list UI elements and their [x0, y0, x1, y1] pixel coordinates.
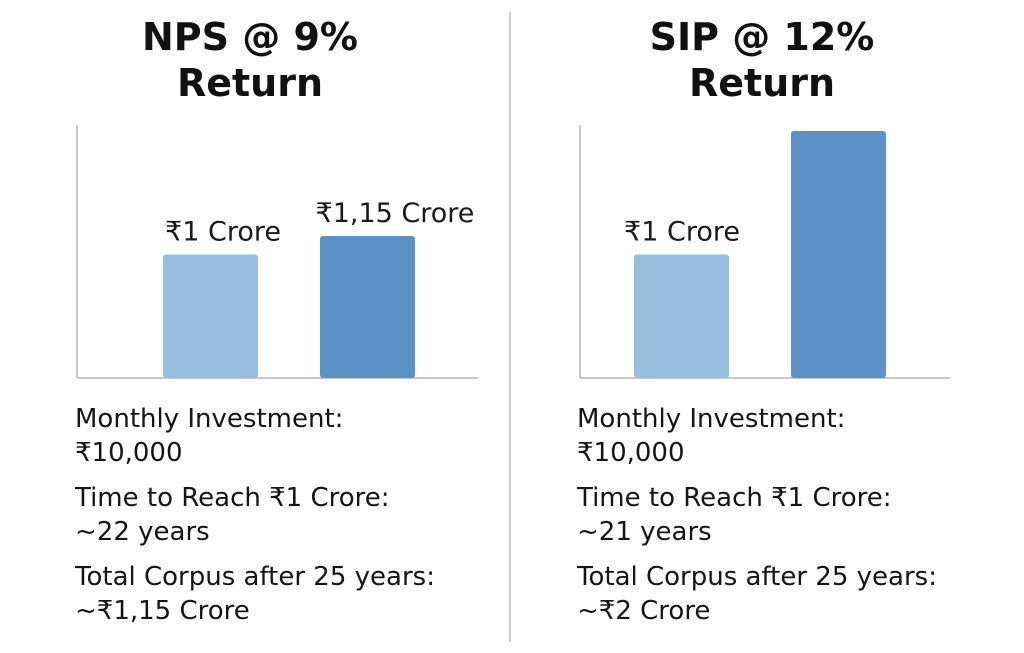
- stat-value: ₹10,000: [577, 438, 685, 468]
- sip-panel: SIP @ 12% Return ₹1 Crore Monthly Invest…: [512, 0, 1012, 653]
- bar: [320, 235, 415, 378]
- stat-label: Monthly Investment:: [577, 404, 846, 434]
- bar: [791, 131, 886, 378]
- stat-value: ~21 years: [577, 517, 712, 547]
- chart-title-line-1: SIP @ 12%: [649, 15, 875, 59]
- stat-value: ~₹1,15 Crore: [75, 596, 250, 626]
- sip-bar-chart: ₹1 Crore: [579, 125, 950, 379]
- nps-stats: Monthly Investment: ₹10,000 Time to Reac…: [75, 402, 505, 639]
- sip-stats: Monthly Investment: ₹10,000 Time to Reac…: [577, 402, 1007, 639]
- stat-time-to-crore: Time to Reach ₹1 Crore: ~21 years: [577, 481, 1007, 549]
- stat-label: Time to Reach ₹1 Crore:: [75, 483, 390, 513]
- bar: [634, 254, 729, 378]
- nps-panel: NPS @ 9% Return ₹1 Crore ₹1,15 Crore Mont…: [0, 0, 500, 653]
- stat-total-corpus: Total Corpus after 25 years: ~₹1,15 Cror…: [75, 560, 505, 628]
- stat-value: ~₹2 Crore: [577, 596, 711, 626]
- bar-data-label: ₹1 Crore: [624, 217, 740, 248]
- bar-data-label: ₹1 Crore: [165, 217, 281, 248]
- chart-title-line-1: NPS @ 9%: [142, 15, 358, 59]
- stat-value: ₹10,000: [75, 438, 183, 468]
- stat-label: Total Corpus after 25 years:: [577, 562, 937, 592]
- stat-monthly-investment: Monthly Investment: ₹10,000: [75, 402, 505, 470]
- chart-title-line-2: Return: [688, 61, 836, 105]
- chart-title: NPS @ 9% Return: [0, 14, 500, 106]
- stat-label: Time to Reach ₹1 Crore:: [577, 483, 892, 513]
- chart-title-line-2: Return: [176, 61, 324, 105]
- nps-bar-chart: ₹1 Crore ₹1,15 Crore: [76, 125, 478, 379]
- stat-monthly-investment: Monthly Investment: ₹10,000: [577, 402, 1007, 470]
- chart-title: SIP @ 12% Return: [512, 14, 1012, 106]
- panel-divider: [509, 12, 511, 642]
- stat-total-corpus: Total Corpus after 25 years: ~₹2 Crore: [577, 560, 1007, 628]
- bar-data-label: ₹1,15 Crore: [316, 198, 475, 229]
- stat-label: Total Corpus after 25 years:: [75, 562, 435, 592]
- stat-value: ~22 years: [75, 517, 210, 547]
- stat-time-to-crore: Time to Reach ₹1 Crore: ~22 years: [75, 481, 505, 549]
- bar: [163, 254, 258, 378]
- stat-label: Monthly Investment:: [75, 404, 344, 434]
